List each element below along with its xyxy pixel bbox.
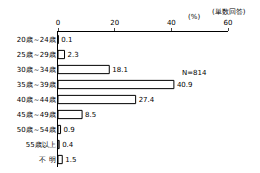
- svg-text:2.3: 2.3: [68, 51, 79, 59]
- svg-text:50歳～54歳: 50歳～54歳: [17, 126, 56, 134]
- svg-text:40.9: 40.9: [177, 81, 193, 89]
- svg-text:8.5: 8.5: [85, 111, 96, 119]
- svg-text:25歳～29歳: 25歳～29歳: [17, 51, 56, 59]
- svg-text:(単数回答): (単数回答): [212, 8, 246, 16]
- svg-text:20: 20: [110, 19, 119, 27]
- svg-text:N=814: N=814: [182, 69, 207, 77]
- svg-text:0.9: 0.9: [64, 126, 75, 134]
- svg-text:60: 60: [224, 19, 233, 27]
- svg-text:35歳～39歳: 35歳～39歳: [17, 81, 56, 89]
- svg-text:40歳～44歳: 40歳～44歳: [17, 96, 56, 104]
- svg-text:1.5: 1.5: [65, 156, 76, 164]
- svg-text:不 明: 不 明: [39, 156, 55, 164]
- svg-text:0: 0: [56, 19, 60, 27]
- svg-text:40: 40: [167, 19, 176, 27]
- svg-text:45歳～49歳: 45歳～49歳: [17, 111, 56, 119]
- svg-text:20歳～24歳: 20歳～24歳: [17, 36, 56, 44]
- svg-text:18.1: 18.1: [112, 66, 128, 74]
- svg-text:(%): (%): [188, 13, 200, 21]
- svg-text:55歳以上: 55歳以上: [26, 141, 56, 149]
- svg-text:27.4: 27.4: [139, 96, 155, 104]
- svg-text:0.1: 0.1: [61, 36, 72, 44]
- svg-text:30歳～34歳: 30歳～34歳: [17, 66, 56, 74]
- svg-text:0.4: 0.4: [62, 141, 74, 149]
